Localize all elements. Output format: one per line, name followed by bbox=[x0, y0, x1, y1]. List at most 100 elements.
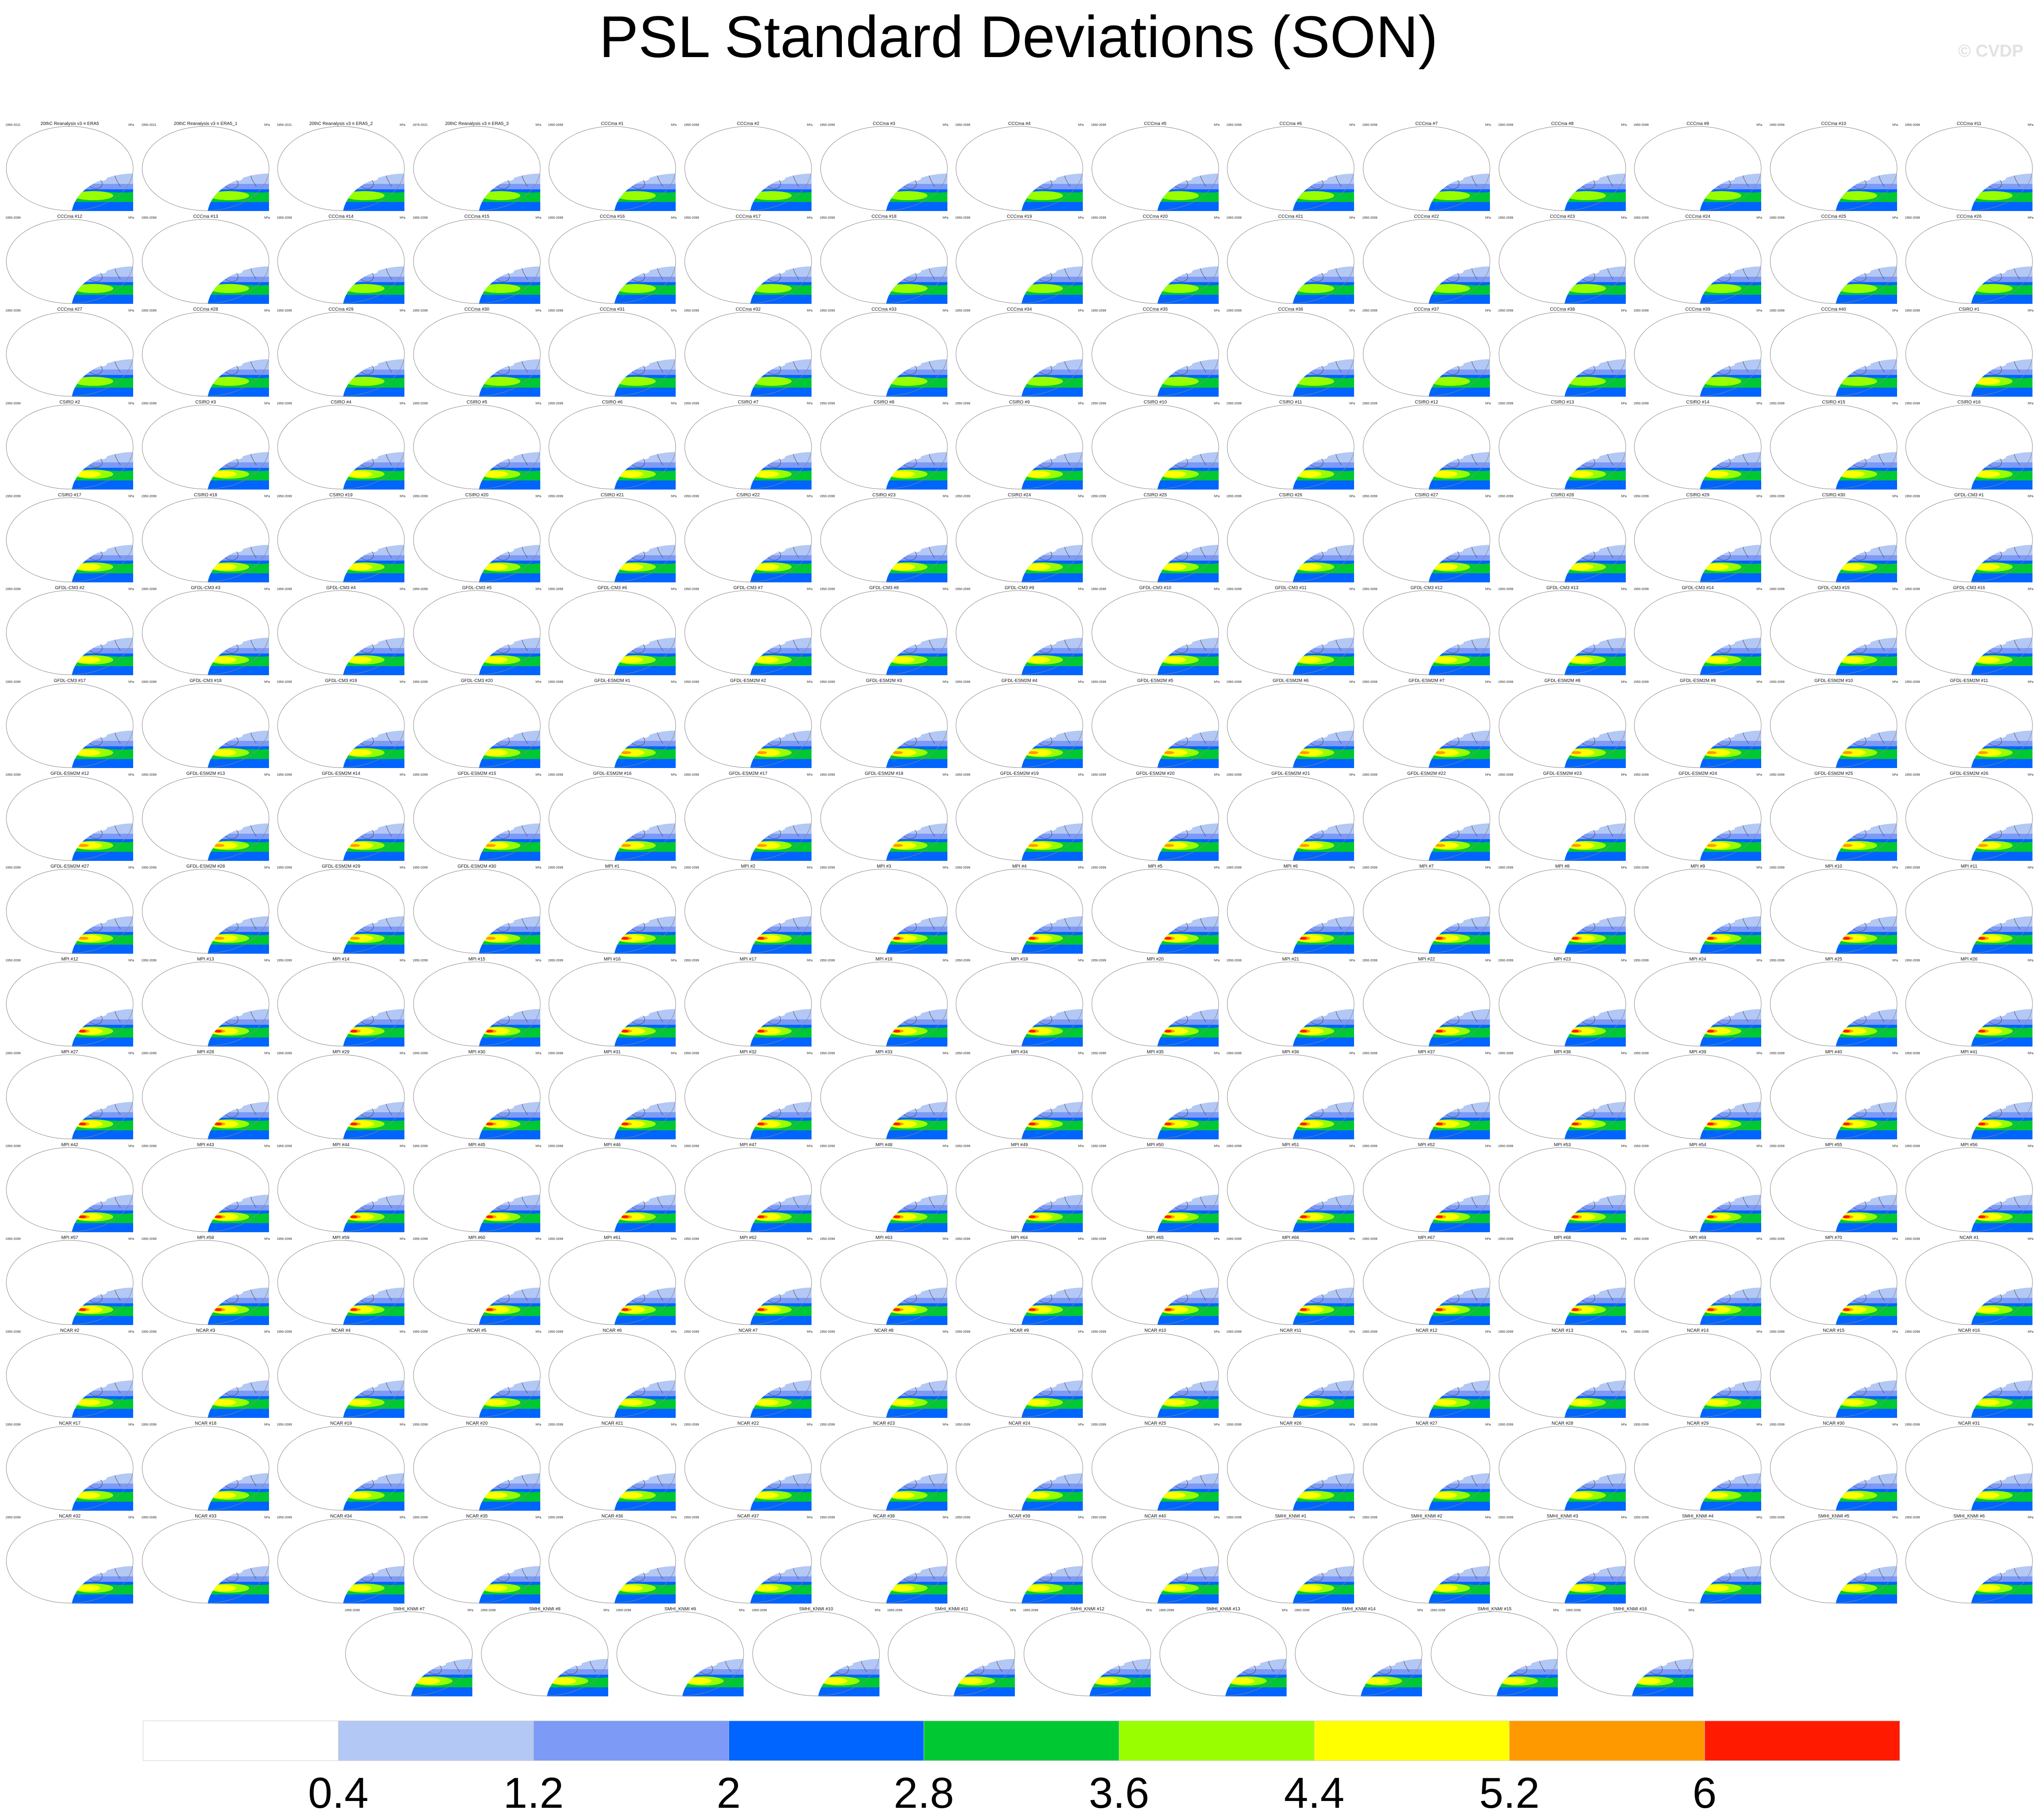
panel-title: SMHI_KNMI #7 bbox=[393, 1607, 425, 1612]
panel-units: hPa bbox=[942, 1238, 948, 1241]
map-panel: 1950-2099 MPI #70 hPa bbox=[1769, 1235, 1898, 1325]
map-panel: 1950-2099 SMHI_KNMI #3 hPa bbox=[1498, 1514, 1627, 1604]
map-panel: 1950-2099 CCCma #37 hPa bbox=[1362, 307, 1491, 397]
panel-period: 1950-2099 bbox=[1498, 959, 1513, 962]
map-panel: 1950-2099 CCCma #40 hPa bbox=[1769, 307, 1898, 397]
panel-units: hPa bbox=[671, 866, 677, 869]
panel-period: 1950-2021 bbox=[277, 124, 292, 127]
panel-title: GFDL-ESM2M #23 bbox=[1543, 771, 1581, 776]
map-panel: 1950-2099 GFDL-CM3 #17 hPa bbox=[5, 678, 134, 768]
map-panel: 1950-2099 CCCma #13 hPa bbox=[141, 214, 270, 304]
map-panel: 1950-2099 CCCma #6 hPa bbox=[1226, 121, 1355, 211]
map-panel: 1950-2099 CCCma #21 hPa bbox=[1226, 214, 1355, 304]
panel-period: 1950-2099 bbox=[1091, 681, 1106, 684]
panel-units: hPa bbox=[264, 216, 270, 220]
panel-period: 1950-2099 bbox=[1226, 124, 1242, 127]
panel-period: 1950-2099 bbox=[1091, 866, 1106, 869]
map-panel: 1950-2099 GFDL-ESM2M #26 hPa bbox=[1905, 771, 2033, 861]
panel-period: 1950-2099 bbox=[1362, 588, 1378, 591]
colorbar-label: 0.4 bbox=[308, 1769, 368, 1817]
panel-period: 1950-2099 bbox=[684, 216, 699, 220]
map-panel: 1950-2099 MPI #45 hPa bbox=[413, 1143, 541, 1232]
panel-period: 1950-2099 bbox=[1226, 1145, 1242, 1148]
panel-period: 1950-2099 bbox=[141, 309, 157, 312]
panel-units: hPa bbox=[1485, 1516, 1491, 1519]
panel-title: GFDL-CM3 #11 bbox=[1275, 586, 1307, 591]
panel-title: GFDL-ESM2M #27 bbox=[50, 864, 89, 869]
panel-period: 1950-2099 bbox=[277, 402, 292, 405]
panel-units: hPa bbox=[129, 1238, 135, 1241]
panel-title: GFDL-ESM2M #28 bbox=[186, 864, 225, 869]
panel-units: hPa bbox=[2028, 866, 2034, 869]
panel-units: hPa bbox=[2028, 1145, 2034, 1148]
panel-units: hPa bbox=[1621, 773, 1627, 777]
panel-units: hPa bbox=[1892, 402, 1898, 405]
panel-title: CCCma #31 bbox=[600, 307, 625, 312]
panel-units: hPa bbox=[1078, 773, 1084, 777]
map-panel: 1950-2099 NCAR #37 hPa bbox=[684, 1514, 812, 1604]
panel-period: 1950-2099 bbox=[820, 773, 835, 777]
panel-title: NCAR #33 bbox=[195, 1514, 216, 1519]
panel-title: 20thC Reanalysis v3 ≡ ERA5 bbox=[40, 121, 99, 126]
panel-title: NCAR #12 bbox=[1416, 1328, 1437, 1333]
panel-title: MPI #30 bbox=[468, 1050, 485, 1055]
panel-title: MPI #13 bbox=[197, 957, 214, 962]
panel-period: 1950-2099 bbox=[820, 1238, 835, 1241]
panel-title: MPI #44 bbox=[333, 1143, 350, 1148]
panel-title: CCCma #7 bbox=[1415, 121, 1438, 126]
panel-title: GFDL-CM3 #9 bbox=[1005, 586, 1034, 591]
map-panel: 1950-2099 GFDL-ESM2M #14 hPa bbox=[277, 771, 405, 861]
panel-units: hPa bbox=[1892, 1145, 1898, 1148]
map-panel: 1950-2099 CSIRO #10 hPa bbox=[1091, 400, 1220, 490]
panel-period: 1950-2099 bbox=[1633, 495, 1649, 498]
panel-title: GFDL-CM3 #10 bbox=[1139, 586, 1172, 591]
panel-title: GFDL-ESM2M #21 bbox=[1272, 771, 1310, 776]
panel-period: 1950-2099 bbox=[277, 495, 292, 498]
map-panel: 1950-2099 GFDL-ESM2M #18 hPa bbox=[820, 771, 948, 861]
map-panel: 1950-2099 GFDL-ESM2M #29 hPa bbox=[277, 864, 405, 954]
map-panel: 1950-2099 MPI #5 hPa bbox=[1091, 864, 1220, 954]
map-panel: 1950-2099 CSIRO #14 hPa bbox=[1633, 400, 1762, 490]
panel-units: hPa bbox=[942, 495, 948, 498]
map-panel: 1950-2099 GFDL-CM3 #19 hPa bbox=[277, 678, 406, 768]
panel-period: 1950-2099 bbox=[955, 681, 970, 684]
panel-units: hPa bbox=[1621, 1423, 1627, 1426]
panel-units: hPa bbox=[1892, 1052, 1898, 1055]
panel-units: hPa bbox=[1485, 216, 1491, 220]
map-panel: 1950-2099 CCCma #8 hPa bbox=[1498, 121, 1627, 211]
panel-units: hPa bbox=[1485, 959, 1491, 962]
panel-title: NCAR #19 bbox=[330, 1421, 352, 1426]
panel-units: hPa bbox=[535, 681, 541, 684]
map-panel: 1950-2099 MPI #50 hPa bbox=[1091, 1143, 1220, 1232]
panel-title: SMHI_KNMI #15 bbox=[1477, 1607, 1511, 1612]
panel-units: hPa bbox=[1621, 681, 1627, 684]
panel-period: 1950-2099 bbox=[955, 959, 970, 962]
map-panel: 1950-2099 CSIRO #23 hPa bbox=[820, 493, 948, 582]
panel-units: hPa bbox=[1757, 216, 1763, 220]
panel-period: 1950-2099 bbox=[1633, 773, 1649, 777]
panel-title: NCAR #24 bbox=[1009, 1421, 1030, 1426]
panel-period: 1950-2099 bbox=[1362, 309, 1378, 312]
map-panel: 1950-2099 CSIRO #3 hPa bbox=[141, 400, 270, 490]
panel-units: hPa bbox=[1621, 1238, 1627, 1241]
panel-period: 1950-2099 bbox=[955, 402, 970, 405]
panel-units: hPa bbox=[400, 681, 406, 684]
panel-period: 1950-2099 bbox=[1498, 216, 1513, 220]
panel-title: NCAR #16 bbox=[1958, 1328, 1980, 1333]
panel-units: hPa bbox=[1350, 1516, 1355, 1519]
panel-title: MPI #22 bbox=[1418, 957, 1435, 962]
panel-title: MPI #49 bbox=[1011, 1143, 1028, 1148]
panel-period: 1950-2099 bbox=[548, 1423, 563, 1426]
panel-units: hPa bbox=[535, 588, 541, 591]
panel-period: 1950-2099 bbox=[5, 1423, 21, 1426]
map-panel: 1950-2099 GFDL-CM3 #9 hPa bbox=[955, 586, 1084, 675]
panel-period: 1950-2099 bbox=[548, 773, 563, 777]
panel-period: 1950-2099 bbox=[141, 773, 157, 777]
panel-period: 1950-2099 bbox=[684, 1238, 699, 1241]
panel-title: MPI #38 bbox=[1554, 1050, 1571, 1055]
panel-units: hPa bbox=[807, 959, 813, 962]
panel-period: 1950-2099 bbox=[1498, 1145, 1513, 1148]
map-panel: 1950-2099 NCAR #8 hPa bbox=[820, 1328, 948, 1418]
panel-units: hPa bbox=[603, 1609, 609, 1612]
panel-units: hPa bbox=[535, 959, 541, 962]
